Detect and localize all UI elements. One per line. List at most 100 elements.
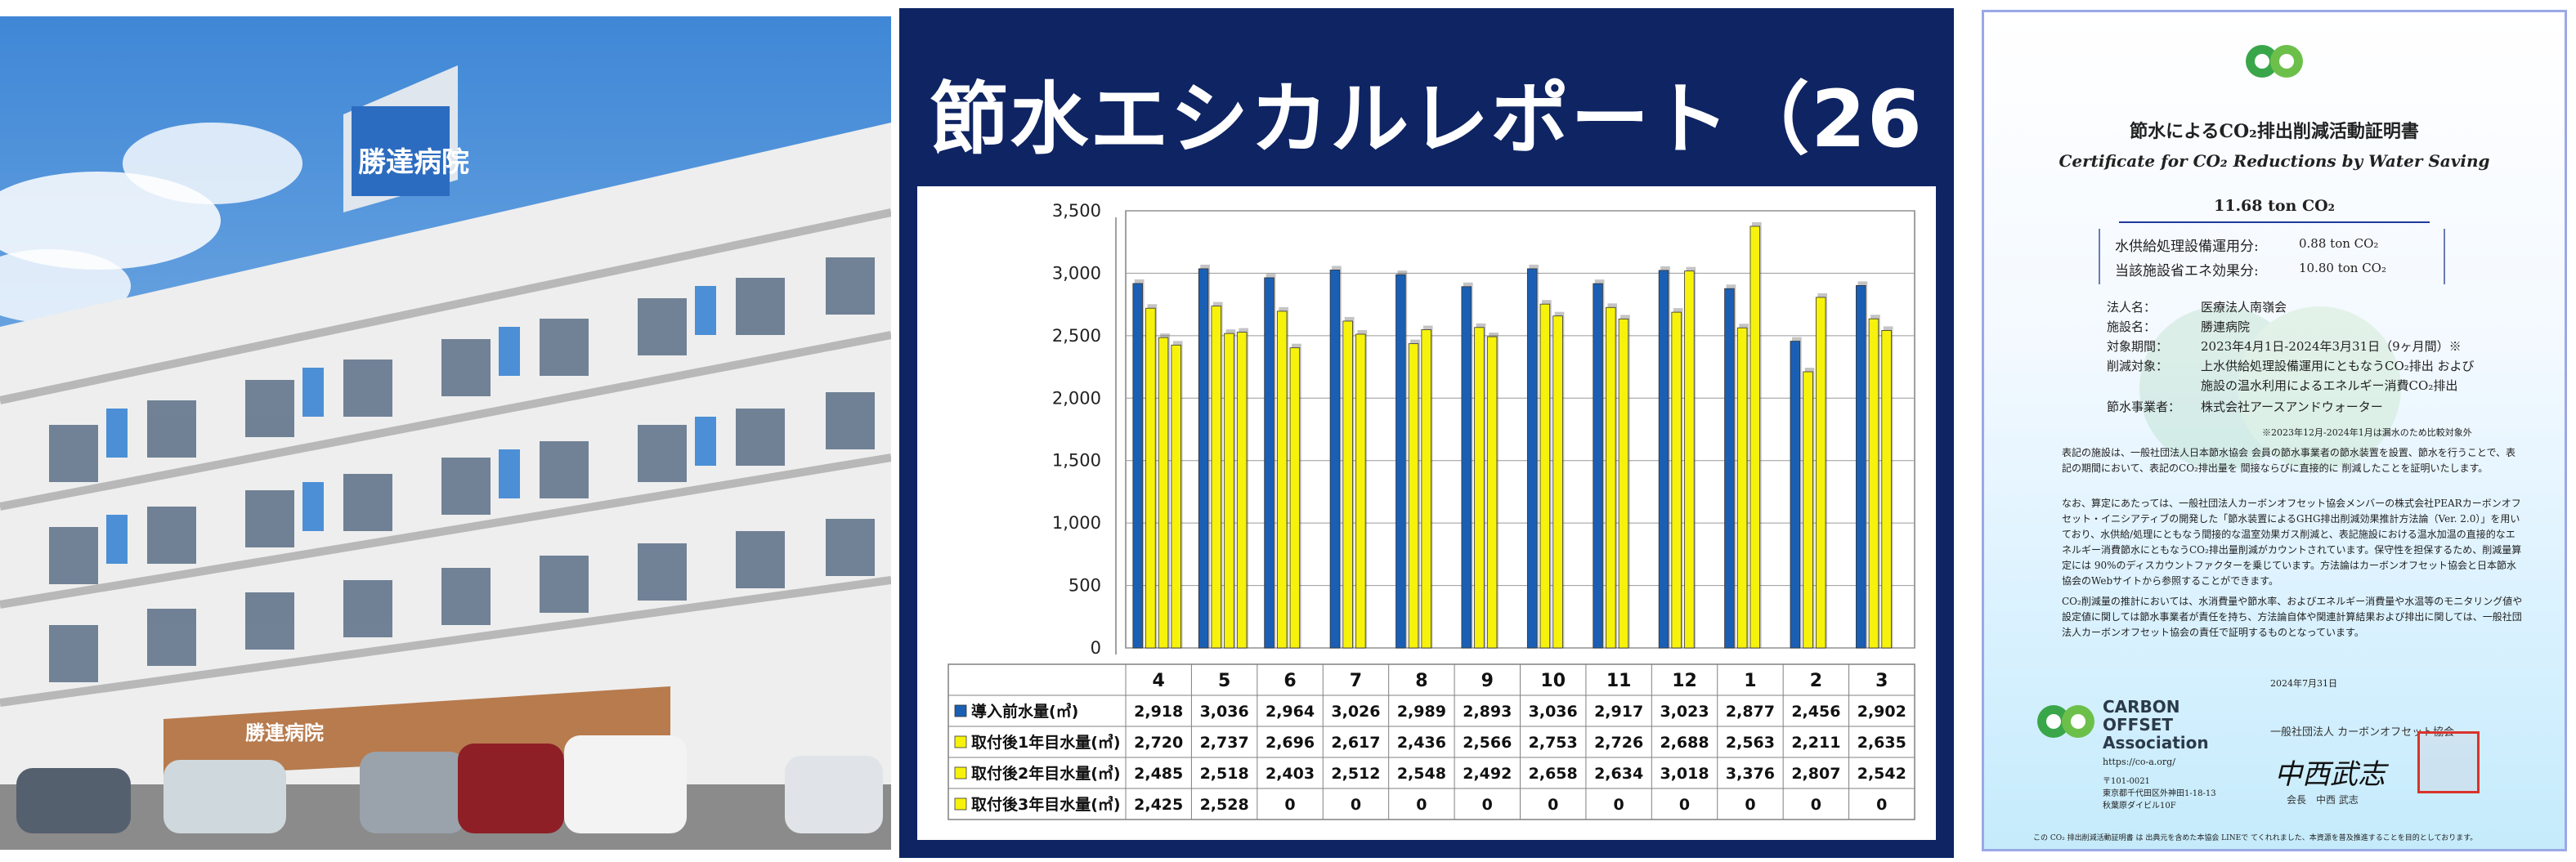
breakdown-bracket [2099,229,2445,284]
entrance-sign: 勝連病院 [245,721,324,744]
certificate-footer: この CO₂ 排出削減活動証明書 は 出典元を含めた本協会 LINEで てくれれ… [2033,834,2478,842]
legend-swatch [954,735,967,748]
association-url: https://co-a.org/ [2103,757,2175,767]
x-tick-label: 3 [1875,671,1888,691]
data-label: 2,918 [1134,703,1183,721]
data-table [948,663,1915,820]
legend-label: 導入前水量(㎥) [971,702,1078,721]
certificate-body-3: CO₂削減量の推計においては、水消費量や節水率、およびエネルギー消費量や水温等の… [2062,596,2523,638]
co2-certificate: 節水によるCO₂排出削減活動証明書 Certificate for CO₂ Re… [1982,10,2567,851]
data-label: 2,548 [1397,765,1446,783]
certificate-total: 11.68 ton CO₂ [2214,197,2335,215]
data-label: 2,902 [1857,703,1906,721]
bar-2 [1276,310,1288,649]
legend-label: 取付後1年目水量(㎥) [971,733,1121,752]
bar-2 [1408,343,1419,649]
breakdown-value-2: 10.80 ton CO₂ [2299,261,2386,275]
legend-swatch [954,704,967,717]
data-label: 2,753 [1529,734,1578,752]
bar-3 [1486,336,1498,649]
data-label: 2,518 [1200,765,1249,783]
data-label: 2,877 [1726,703,1775,721]
bar-1 [1593,283,1603,649]
association-logo-line1: CARBON [2103,697,2180,717]
data-label: 2,566 [1463,734,1512,752]
data-label: 2,211 [1791,734,1840,752]
bar-2 [1803,371,1813,649]
bar-3 [1224,333,1234,649]
certificate-body-2: なお、算定にあたっては、一般社団法人カーボンオフセット協会メンバーの株式会社PE… [2062,498,2522,587]
data-label: 2,737 [1200,734,1249,752]
x-tick-label: 12 [1672,671,1697,691]
data-label: 2,726 [1594,734,1643,752]
data-label: 2,893 [1463,703,1512,721]
data-label: 2,807 [1791,765,1840,783]
bar-1 [1132,283,1143,649]
legend-label: 取付後2年目水量(㎥) [971,764,1121,783]
bar-3 [1421,329,1431,649]
bar-1 [1396,274,1406,649]
hospital-sign: 勝達病院 [358,146,469,179]
x-tick-label: 10 [1540,671,1566,691]
bar-3 [1815,297,1826,649]
data-label: 0 [1482,796,1493,814]
data-label: 2,485 [1134,765,1183,783]
carbon-offset-logo-icon [2246,45,2303,78]
plot-area [1125,210,1915,649]
data-label: 2,634 [1594,765,1643,783]
data-label: 2,658 [1529,765,1578,783]
bar-2 [1868,318,1879,649]
address-line-1: 〒101-0021 [2103,777,2150,786]
water-saving-report-panel: 節水エシカルレポート（26ヶ月） 05001,0001,5002,0002,50… [899,8,1954,858]
bar-1 [1264,277,1275,649]
bar-2 [1211,306,1222,649]
y-tick-label: 3,000 [1052,263,1101,283]
bar-1 [1724,288,1735,649]
bar-1 [1461,286,1472,649]
detail-value-1: 医療法人南嶺会 [2201,300,2287,315]
x-tick-label: 9 [1481,671,1494,691]
y-tick-label: 3,500 [1052,201,1101,221]
x-tick-label: 5 [1218,671,1230,691]
association-logo-line2: OFFSET [2103,715,2174,735]
data-label: 0 [1351,796,1361,814]
data-label: 0 [1679,796,1690,814]
signature: 中西武志 [2274,758,2386,791]
bar-3 [1552,315,1563,649]
bar-3 [1881,330,1892,649]
bar-1 [1526,268,1538,649]
x-tick-label: 1 [1744,671,1756,691]
bar-1 [1198,268,1209,649]
data-label: 2,617 [1331,734,1380,752]
data-label: 3,036 [1200,703,1249,721]
data-label: 3,018 [1660,765,1709,783]
data-label: 2,403 [1266,765,1315,783]
data-label: 3,376 [1726,765,1775,783]
x-tick-label: 7 [1350,671,1362,691]
bar-3 [1289,347,1301,649]
bar-3 [1158,337,1169,649]
data-label: 2,492 [1463,765,1512,783]
data-label: 0 [1811,796,1821,814]
y-tick-label: 1,500 [1052,451,1101,471]
bar-3 [1684,270,1695,649]
bar-2 [1145,307,1156,649]
bar-2 [1342,320,1353,649]
data-label: 0 [1876,796,1887,814]
data-label: 2,563 [1726,734,1775,752]
data-label: 2,917 [1594,703,1643,721]
breakdown-value-1: 0.88 ton CO₂ [2299,236,2379,251]
data-label: 0 [1745,796,1755,814]
bar-3 [1355,333,1366,649]
water-usage-chart: 0 500 1,000 1,500 2,000 2,500 3,000 3,500 4 5 6 7 8 9… [948,201,1915,820]
data-label: 3,023 [1660,703,1709,721]
legend-swatch [954,797,967,811]
detail-value-6: 株式会社アースアンドウォーター [2201,400,2383,414]
breakdown-label-2: 当該施設省エネ効果分: [2115,263,2259,279]
x-tick-label: 2 [1810,671,1822,691]
certificate-body-1: 表記の施設は、一般社団法人日本節水協会 会員の節水事業者の節水装置を設置、節水を… [2062,447,2516,474]
x-tick-label: 11 [1606,671,1632,691]
x-tick-label: 4 [1153,671,1165,691]
total-underline [2119,221,2430,223]
data-label: 2,436 [1397,734,1446,752]
